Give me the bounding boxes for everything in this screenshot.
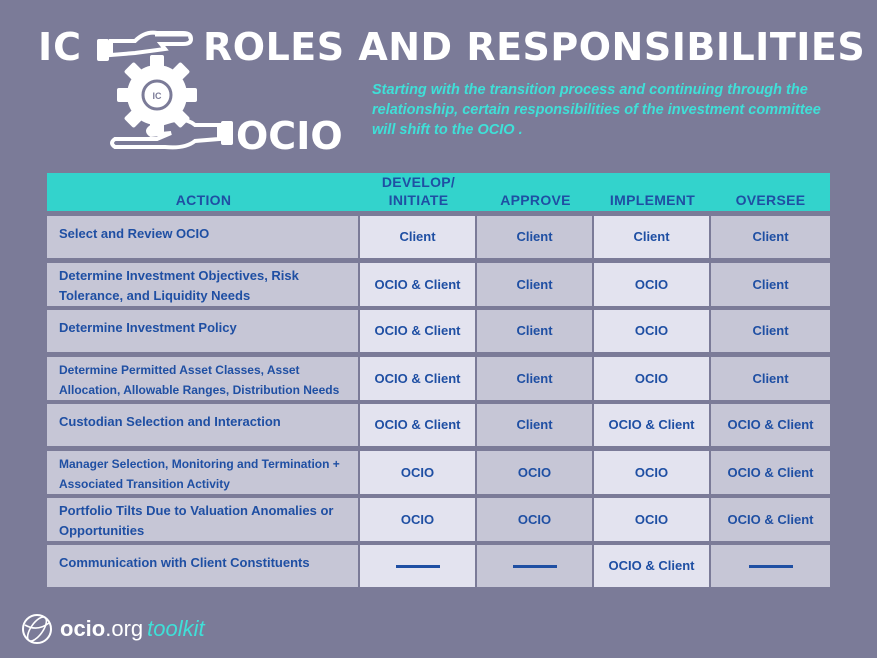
cell-implement: OCIO & Client — [594, 404, 711, 446]
col-header-develop: DEVELOP/ INITIATE — [360, 171, 477, 211]
col-header-oversee: OVERSEE — [735, 192, 806, 208]
table-row: Custodian Selection and Interaction OCIO … — [47, 404, 830, 446]
cell-develop: OCIO & Client — [360, 404, 477, 446]
cell-develop: OCIO & Client — [360, 310, 477, 352]
lower-hand-icon — [110, 117, 233, 150]
cell-implement: OCIO & Client — [594, 545, 711, 587]
cell-oversee: Client — [711, 216, 830, 258]
action-cell: Portfolio Tilts Due to Valuation Anomali… — [47, 498, 360, 541]
action-cell: Determine Investment Objectives, Risk To… — [47, 263, 360, 306]
title-ocio: OCIO — [236, 114, 343, 158]
table-header: ACTION DEVELOP/ INITIATE APPROVE IMPLEME… — [47, 173, 830, 211]
cell-oversee: OCIO & Client — [711, 404, 830, 446]
cell-approve: Client — [477, 404, 594, 446]
cell-develop: OCIO — [360, 498, 477, 541]
brand-toolkit: toolkit — [147, 616, 205, 641]
cell-approve — [477, 545, 594, 587]
cell-develop: OCIO & Client — [360, 357, 477, 400]
table-row: Portfolio Tilts Due to Valuation Anomali… — [47, 498, 830, 541]
cell-oversee: OCIO & Client — [711, 451, 830, 494]
action-cell: Communication with Client Constituents — [47, 545, 360, 587]
cell-implement: OCIO — [594, 498, 711, 541]
cell-implement: OCIO — [594, 451, 711, 494]
cell-develop: OCIO & Client — [360, 263, 477, 306]
table-row: Communication with Client Constituents OC… — [47, 545, 830, 587]
cell-oversee: Client — [711, 263, 830, 306]
action-cell: Determine Investment Policy — [47, 310, 360, 352]
cell-oversee: Client — [711, 310, 830, 352]
upper-hand-icon — [97, 30, 194, 61]
cell-approve: Client — [477, 310, 594, 352]
cell-implement: OCIO — [594, 357, 711, 400]
table-row: Manager Selection, Monitoring and Termin… — [47, 451, 830, 494]
col-header-implement: IMPLEMENT — [609, 192, 696, 208]
cell-oversee — [711, 545, 830, 587]
dash-mark — [748, 564, 793, 568]
page-title: ROLES AND RESPONSIBILITIES — [203, 25, 866, 69]
cell-oversee: Client — [711, 357, 830, 400]
cell-approve: Client — [477, 357, 594, 400]
cell-approve: Client — [477, 263, 594, 306]
cell-develop: OCIO — [360, 451, 477, 494]
cell-approve: OCIO — [477, 451, 594, 494]
gear-label: IC — [153, 91, 163, 101]
action-cell: Determine Permitted Asset Classes, Asset… — [47, 357, 360, 400]
action-cell: Select and Review OCIO — [47, 216, 360, 258]
hands-gear-logo: IC — [97, 30, 233, 150]
action-cell: Custodian Selection and Interaction — [47, 404, 360, 446]
table-row: Determine Investment Objectives, Risk To… — [47, 263, 830, 306]
col-header-develop-label: DEVELOP/ INITIATE — [381, 174, 456, 208]
cell-implement: OCIO — [594, 310, 711, 352]
title-ic: IC — [38, 25, 83, 69]
cell-oversee: OCIO & Client — [711, 498, 830, 541]
table-row: Select and Review OCIO Client Client Client… — [47, 216, 830, 258]
cell-approve: Client — [477, 216, 594, 258]
col-header-approve: APPROVE — [500, 192, 571, 208]
action-cell: Manager Selection, Monitoring and Termin… — [47, 451, 360, 494]
gear-icon: IC — [117, 55, 197, 135]
footer-brand: ocio .org toolkit — [20, 612, 205, 646]
brand-org: .org — [105, 616, 144, 641]
brand-ocio: ocio — [60, 616, 106, 641]
cell-develop: Client — [360, 216, 477, 258]
col-header-action: ACTION — [175, 192, 232, 208]
table-row: Determine Investment Policy OCIO & Client… — [47, 310, 830, 352]
cell-implement: Client — [594, 216, 711, 258]
cell-develop — [360, 545, 477, 587]
cell-implement: OCIO — [594, 263, 711, 306]
intro-text: Starting with the transition process and… — [372, 82, 821, 138]
dash-mark — [395, 564, 440, 568]
dash-mark — [512, 564, 557, 568]
responsibilities-table: ACTION DEVELOP/ INITIATE APPROVE IMPLEME… — [47, 173, 830, 587]
table-row: Determine Permitted Asset Classes, Asset… — [47, 357, 830, 400]
table-body: Select and Review OCIO Client Client Client… — [47, 216, 830, 587]
cell-approve: OCIO — [477, 498, 594, 541]
globe-logo-icon — [22, 614, 52, 644]
